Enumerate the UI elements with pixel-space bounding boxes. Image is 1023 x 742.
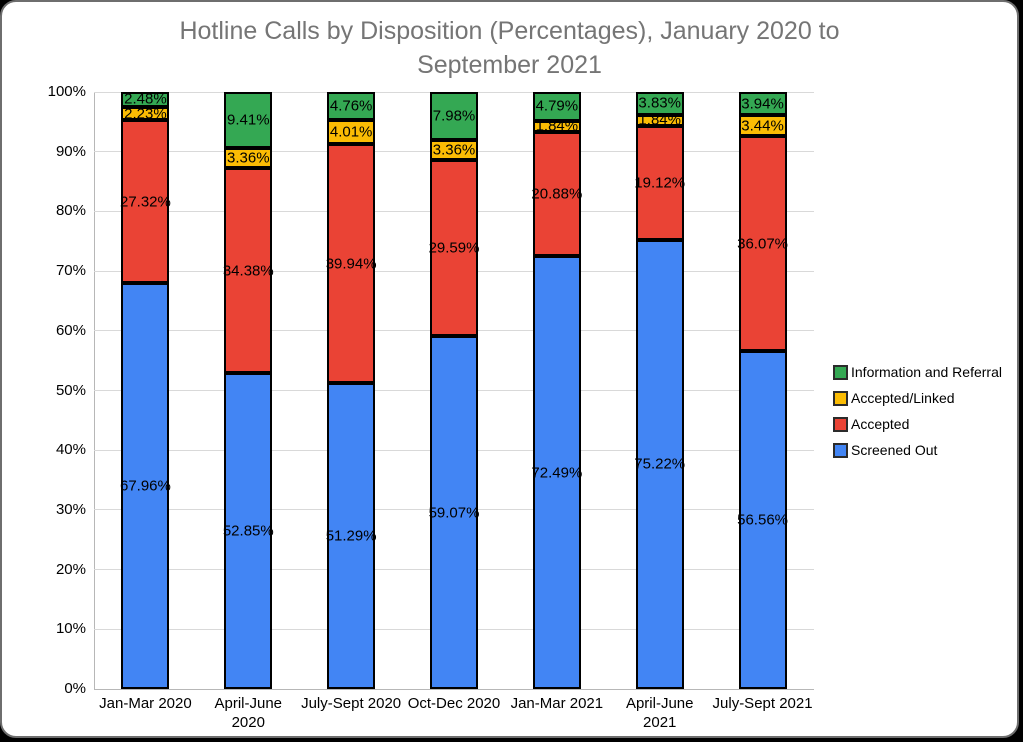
legend-label-screened-out: Screened Out [851, 442, 938, 458]
gridline-0% [94, 689, 814, 690]
bar-segment-information-and-referral-july-sept-2020[interactable] [327, 92, 376, 121]
data-label-accepted-linked-april-june-2021: 1.84% [638, 111, 681, 129]
y-tick-label-60%: 60% [55, 321, 86, 339]
bar-segment-accepted-oct-dec-2020[interactable] [430, 159, 478, 337]
bar-segment-accepted-linked-oct-dec-2020[interactable] [430, 139, 478, 160]
data-label-information-and-referral-july-sept-2021: 3.94% [741, 95, 784, 113]
data-label-accepted-linked-july-sept-2021: 3.44% [741, 117, 784, 135]
chart-title: Hotline Calls by Disposition (Percentage… [179, 17, 840, 79]
y-tick-label-40%: 40% [55, 441, 86, 459]
bar-segment-accepted-linked-april-june-2021[interactable] [635, 114, 684, 126]
data-label-information-and-referral-oct-dec-2020: 7.98% [432, 107, 476, 125]
data-label-accepted-linked-july-sept-2020: 4.01% [329, 123, 373, 141]
data-label-screened-out-july-sept-2021: 56.56% [737, 511, 788, 529]
data-label-accepted-april-june-2020: 34.38% [222, 262, 274, 280]
bar-segment-screened-out-april-june-2020[interactable] [224, 373, 273, 689]
bar-segment-screened-out-april-june-2021[interactable] [635, 239, 684, 689]
data-label-accepted-oct-dec-2020: 29.59% [428, 239, 480, 257]
x-tick-label-april-june-2020: April-June 2020 [214, 695, 283, 731]
data-label-screened-out-jan-mar-2020: 67.96% [119, 477, 171, 495]
x-tick-label-july-sept-2021: July-Sept 2021 [712, 695, 813, 712]
bar-segment-accepted-linked-jan-mar-2021[interactable] [532, 120, 581, 132]
legend-label-information-and-referral: Information and Referral [851, 364, 1002, 380]
bar-segment-information-and-referral-jan-mar-2021[interactable] [532, 92, 581, 121]
data-label-accepted-linked-jan-mar-2021: 1.84% [535, 117, 579, 135]
y-tick-label-10%: 10% [55, 620, 86, 638]
legend: Information and Referral Accepted/Linked A… [833, 359, 1002, 463]
data-label-accepted-linked-april-june-2020: 3.36% [227, 149, 270, 167]
data-label-information-and-referral-april-june-2021: 3.83% [638, 94, 681, 112]
bar-segment-screened-out-jan-mar-2020[interactable] [121, 283, 170, 689]
data-label-screened-out-jan-mar-2021: 72.49% [531, 464, 583, 482]
x-tick-label-oct-dec-2020: Oct-Dec 2020 [407, 695, 501, 712]
legend-swatch-accepted-linked [833, 390, 848, 406]
y-tick-label-30%: 30% [55, 500, 86, 518]
data-label-accepted-april-june-2021: 19.12% [634, 174, 686, 192]
data-label-accepted-july-sept-2021: 36.07% [737, 235, 788, 253]
data-label-information-and-referral-jan-mar-2020: 2.48% [124, 90, 167, 108]
bar-segment-accepted-jan-mar-2020[interactable] [121, 120, 170, 284]
bar-segment-accepted-july-sept-2020[interactable] [327, 144, 376, 383]
bar-segment-screened-out-july-sept-2020[interactable] [327, 382, 376, 689]
bar-segment-accepted-linked-jan-mar-2020[interactable] [121, 106, 170, 121]
bar-segment-information-and-referral-april-june-2021[interactable] [635, 91, 684, 115]
legend-item-accepted[interactable]: Accepted [833, 411, 1002, 437]
y-tick-label-90%: 90% [55, 142, 86, 160]
bar-segment-accepted-linked-april-june-2020[interactable] [224, 148, 273, 169]
data-label-screened-out-april-june-2021: 75.22% [634, 455, 686, 473]
legend-label-accepted-linked: Accepted/Linked [851, 390, 955, 406]
y-tick-label-50%: 50% [55, 381, 86, 399]
bar-segment-information-and-referral-jan-mar-2020[interactable] [121, 92, 170, 107]
legend-swatch-screened-out [833, 442, 848, 458]
data-label-information-and-referral-april-june-2020: 9.41% [227, 111, 270, 129]
bar-segment-accepted-april-june-2021[interactable] [635, 125, 684, 240]
data-label-accepted-july-sept-2020: 39.94% [325, 255, 377, 273]
bar-segment-accepted-linked-july-sept-2021[interactable] [738, 115, 787, 136]
bar-segment-accepted-april-june-2020[interactable] [224, 168, 273, 374]
bar-segment-accepted-july-sept-2021[interactable] [738, 135, 787, 352]
data-label-accepted-jan-mar-2020: 27.32% [119, 193, 171, 211]
y-tick-label-80%: 80% [55, 202, 86, 220]
y-tick-label-100%: 100% [47, 83, 86, 100]
data-label-accepted-linked-oct-dec-2020: 3.36% [432, 141, 476, 159]
bar-segment-information-and-referral-oct-dec-2020[interactable] [430, 92, 478, 140]
data-label-screened-out-oct-dec-2020: 59.07% [428, 504, 480, 522]
legend-item-information-and-referral[interactable]: Information and Referral [833, 359, 1002, 385]
bar-segment-accepted-linked-july-sept-2020[interactable] [327, 120, 376, 145]
x-tick-label-jan-mar-2021: Jan-Mar 2021 [510, 695, 604, 712]
bar-segment-screened-out-jan-mar-2021[interactable] [532, 256, 581, 689]
data-label-screened-out-april-june-2020: 52.85% [222, 522, 274, 540]
legend-swatch-information-and-referral [833, 364, 848, 380]
data-label-accepted-jan-mar-2021: 20.88% [531, 185, 583, 203]
legend-label-accepted: Accepted [851, 416, 910, 432]
bar-segment-accepted-jan-mar-2021[interactable] [532, 131, 581, 257]
y-tick-label-0%: 0% [64, 680, 86, 697]
legend-item-screened-out[interactable]: Screened Out [833, 437, 1002, 463]
bar-segment-screened-out-july-sept-2021[interactable] [738, 351, 787, 689]
data-label-information-and-referral-july-sept-2020: 4.76% [329, 97, 373, 115]
data-label-accepted-linked-jan-mar-2020: 2.23% [124, 105, 167, 123]
y-tick-label-70%: 70% [55, 262, 86, 280]
y-tick-label-20%: 20% [55, 560, 86, 578]
x-tick-label-jan-mar-2020: Jan-Mar 2020 [99, 695, 192, 712]
legend-item-accepted-linked[interactable]: Accepted/Linked [833, 385, 1002, 411]
legend-swatch-accepted [833, 416, 848, 432]
plot-area: 67.96% 27.32% 2.23% 2.48% 52.85% 34.38% 3.36% 9… [94, 90, 814, 690]
data-label-screened-out-july-sept-2020: 51.29% [325, 527, 377, 545]
bar-segment-information-and-referral-april-june-2020[interactable] [224, 92, 273, 149]
bar-segment-screened-out-oct-dec-2020[interactable] [430, 336, 478, 689]
x-tick-label-july-sept-2020: July-Sept 2020 [301, 695, 402, 712]
x-tick-label-april-june-2021: April-June 2021 [625, 695, 694, 731]
bar-segment-information-and-referral-july-sept-2021[interactable] [738, 91, 787, 116]
data-label-information-and-referral-jan-mar-2021: 4.79% [535, 97, 579, 115]
